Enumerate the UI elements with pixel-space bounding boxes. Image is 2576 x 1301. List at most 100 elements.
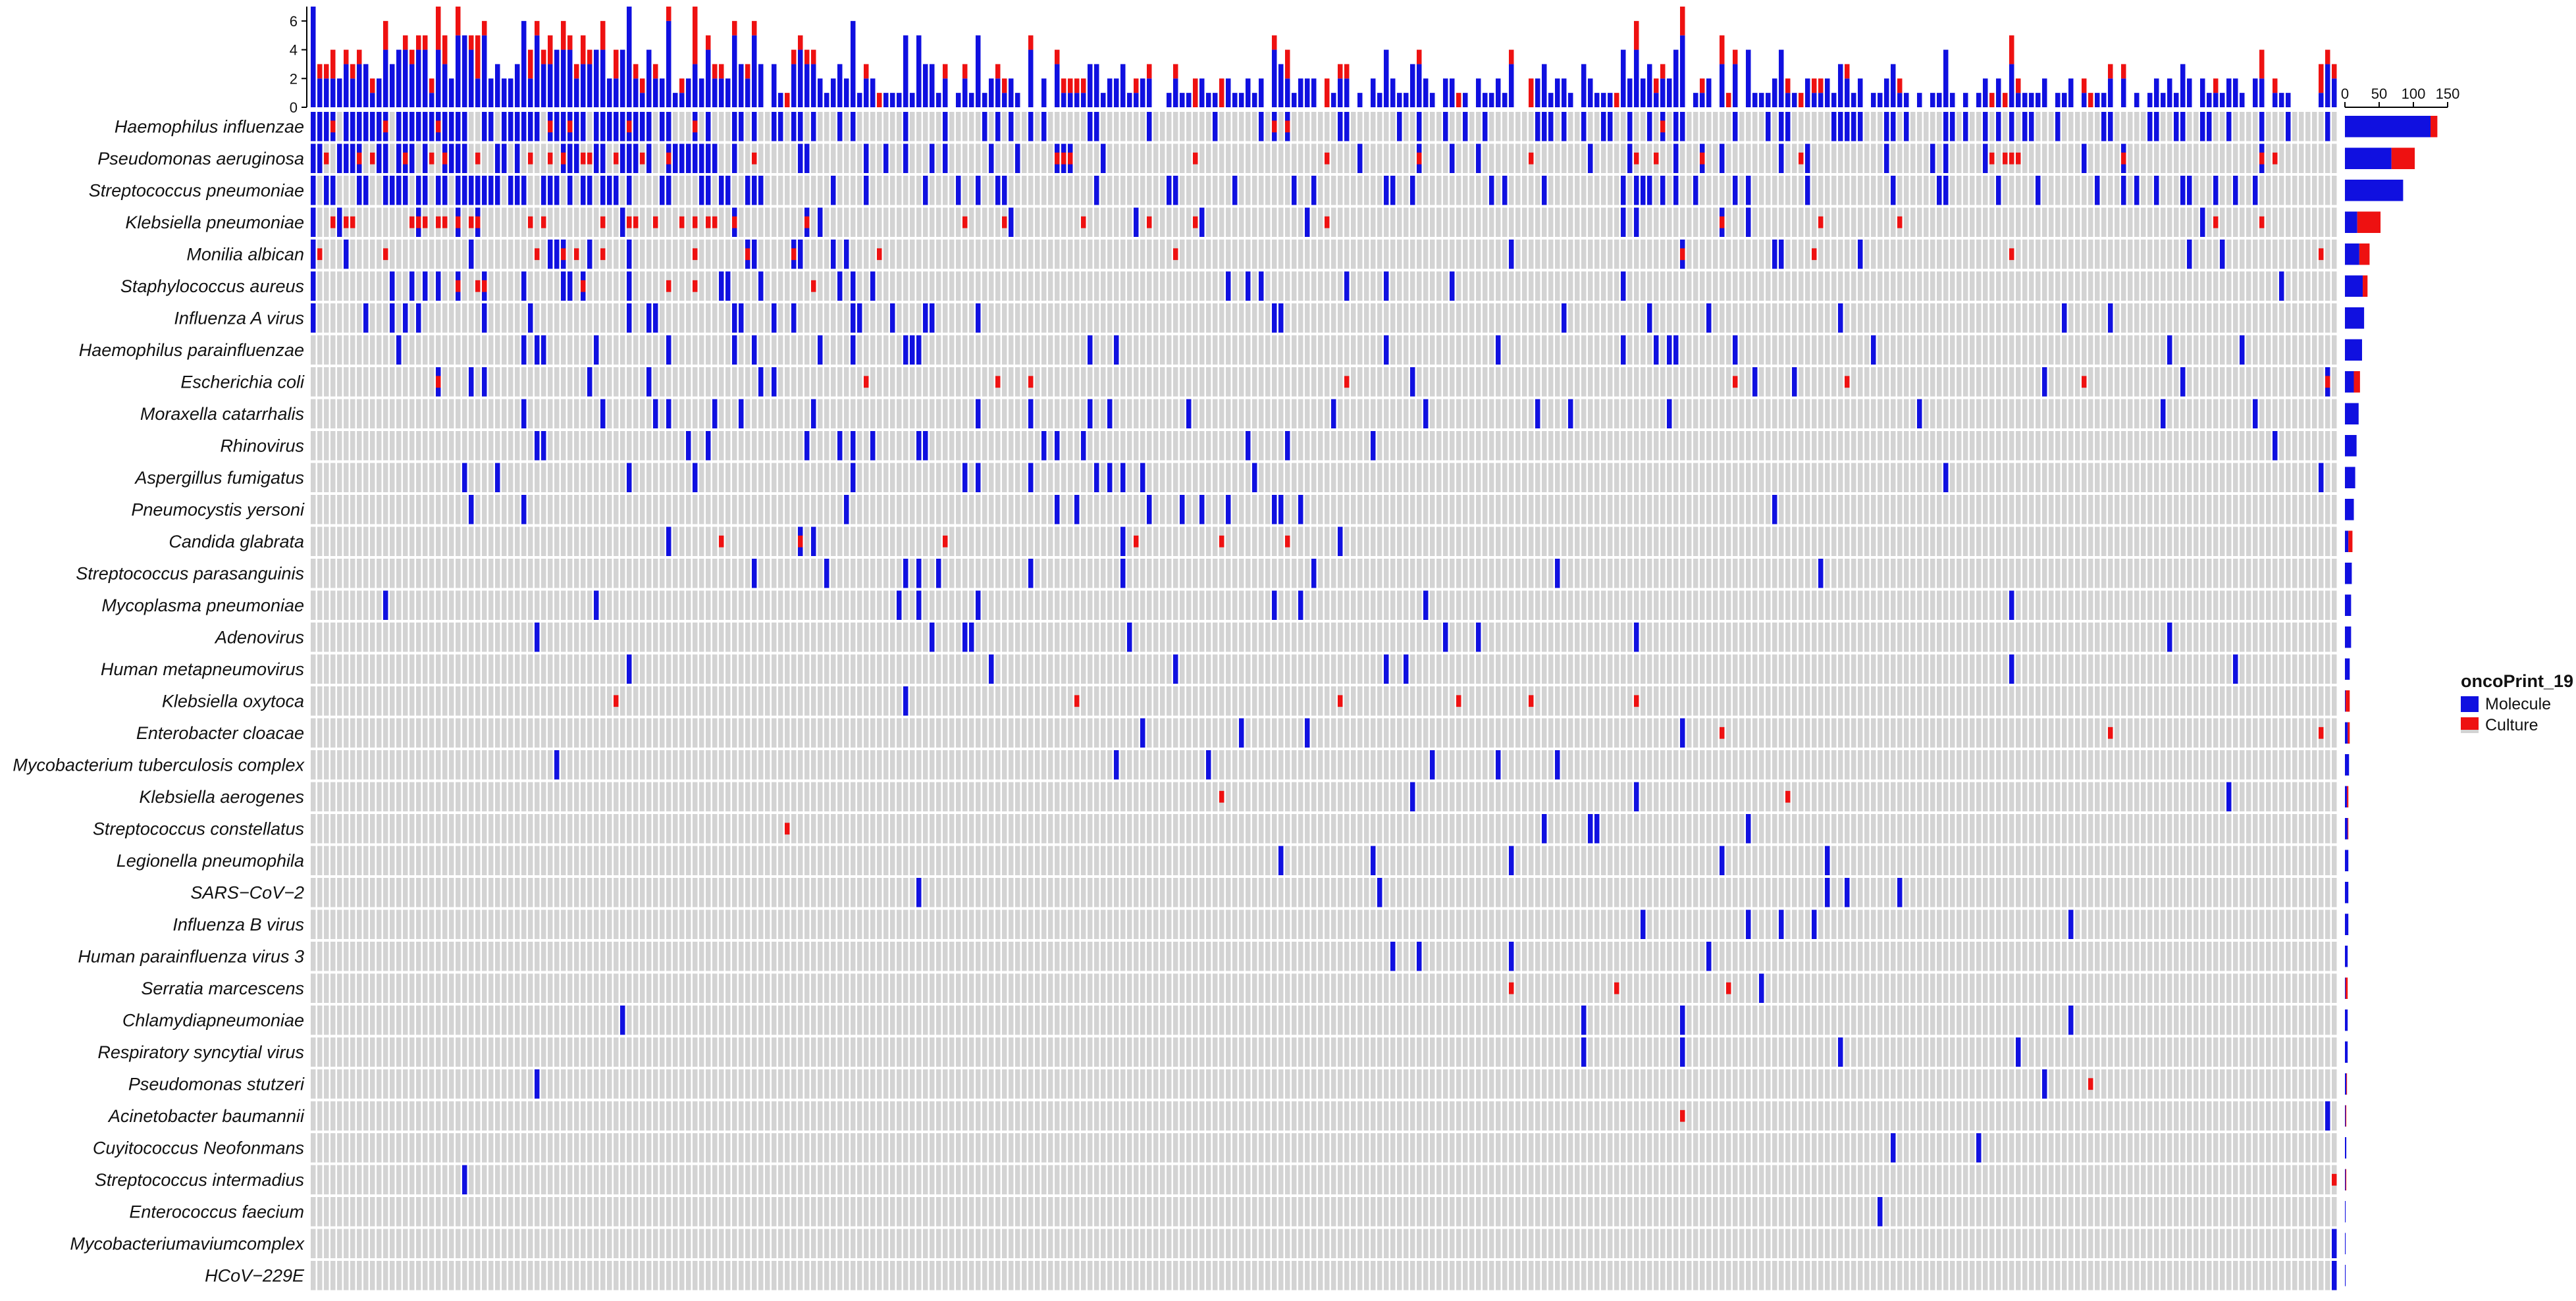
top-bar-culture xyxy=(1660,64,1666,79)
cell-bg xyxy=(877,495,882,524)
cell-bg xyxy=(2207,335,2212,365)
cell-bg xyxy=(2213,271,2219,301)
cell-bg xyxy=(1733,207,1738,237)
cell-bg xyxy=(1213,367,1218,397)
cell-bg xyxy=(1443,207,1448,237)
cell-bg xyxy=(2273,335,2278,365)
cell-bg xyxy=(910,495,915,524)
cell-culture xyxy=(561,248,566,261)
cell-bg xyxy=(2332,176,2337,205)
cell-bg xyxy=(377,335,382,365)
cell-bg xyxy=(1759,495,1764,524)
cell-bg xyxy=(2009,303,2014,333)
cell-bg xyxy=(2305,240,2311,269)
cell-bg xyxy=(1298,271,1303,301)
cell-bg xyxy=(363,399,369,428)
cell-bg xyxy=(936,303,941,333)
cell-bg xyxy=(1094,303,1099,333)
cell-bg xyxy=(640,367,645,397)
cell-bg xyxy=(1937,207,1942,237)
cell-bg xyxy=(1325,112,1330,141)
cell-bg xyxy=(2108,367,2113,397)
top-bar-molecule xyxy=(594,49,599,107)
top-bar-culture xyxy=(1134,78,1139,93)
cell-bg xyxy=(1088,495,1093,524)
cell-bg xyxy=(2121,463,2126,492)
cell-bg xyxy=(370,495,375,524)
top-bar-molecule xyxy=(1983,78,1988,107)
top-bar-culture xyxy=(541,49,546,64)
cell-bg xyxy=(2194,303,2199,333)
cell-bg xyxy=(1357,463,1363,492)
cell-bg xyxy=(2101,495,2107,524)
cell-bg xyxy=(1937,112,1942,141)
cell-bg xyxy=(1621,399,1626,428)
cell-bg xyxy=(1206,271,1211,301)
cell-molecule xyxy=(712,143,718,173)
cell-molecule xyxy=(923,176,928,205)
cell-bg xyxy=(2147,303,2153,333)
cell-bg xyxy=(870,112,876,141)
cell-bg xyxy=(1700,431,1705,461)
cell-bg xyxy=(1028,495,1034,524)
cell-molecule xyxy=(1232,176,1238,205)
top-bar-molecule xyxy=(752,35,757,107)
cell-bg xyxy=(811,431,816,461)
cell-bg xyxy=(640,335,645,365)
cell-bg xyxy=(903,176,908,205)
cell-bg xyxy=(2147,495,2153,524)
cell-bg xyxy=(1206,431,1211,461)
top-bar-molecule xyxy=(1094,64,1099,107)
cell-bg xyxy=(1904,271,1909,301)
cell-molecule xyxy=(311,271,316,301)
cell-bg xyxy=(363,207,369,237)
cell-molecule xyxy=(1278,495,1284,524)
cell-bg xyxy=(1199,399,1205,428)
top-bar-culture xyxy=(2121,64,2126,79)
cell-bg xyxy=(456,240,461,269)
cell-bg xyxy=(1792,176,1797,205)
cell-bg xyxy=(2068,335,2074,365)
cell-bg xyxy=(1436,431,1442,461)
cell-bg xyxy=(1173,399,1178,428)
cell-bg xyxy=(1147,399,1152,428)
cell-bg xyxy=(765,207,770,237)
cell-bg xyxy=(989,463,994,492)
cell-bg xyxy=(1996,431,2001,461)
cell-molecule xyxy=(883,143,889,173)
cell-culture xyxy=(693,216,698,228)
cell-bg xyxy=(2305,399,2311,428)
cell-bg xyxy=(785,143,790,173)
cell-culture xyxy=(640,152,645,165)
cell-bg xyxy=(2279,335,2284,365)
cell-bg xyxy=(1061,367,1066,397)
cell-molecule xyxy=(1088,112,1093,141)
cell-molecule xyxy=(594,112,599,141)
cell-bg xyxy=(607,335,612,365)
cell-bg xyxy=(956,143,961,173)
cell-bg xyxy=(1173,143,1178,173)
cell-bg xyxy=(2305,367,2311,397)
cell-molecule xyxy=(851,112,856,141)
cell-molecule xyxy=(903,335,908,365)
cell-bg xyxy=(594,431,599,461)
cell-bg xyxy=(317,335,323,365)
top-bar-molecule xyxy=(1608,93,1613,107)
cell-bg xyxy=(363,463,369,492)
cell-bg xyxy=(962,335,968,365)
cell-bg xyxy=(1871,431,1876,461)
cell-bg xyxy=(620,271,625,301)
cell-bg xyxy=(818,176,823,205)
cell-molecule xyxy=(627,271,632,301)
cell-bg xyxy=(337,399,342,428)
cell-bg xyxy=(1160,240,1165,269)
top-bar-molecule xyxy=(890,93,895,107)
top-bar-molecule xyxy=(1588,78,1593,107)
top-bar-molecule xyxy=(567,49,573,107)
top-bar-molecule xyxy=(1884,78,1889,107)
cell-bg xyxy=(2279,367,2284,397)
cell-bg xyxy=(1621,112,1626,141)
cell-bg xyxy=(1476,112,1481,141)
cell-bg xyxy=(1739,495,1745,524)
cell-bg xyxy=(2134,271,2140,301)
